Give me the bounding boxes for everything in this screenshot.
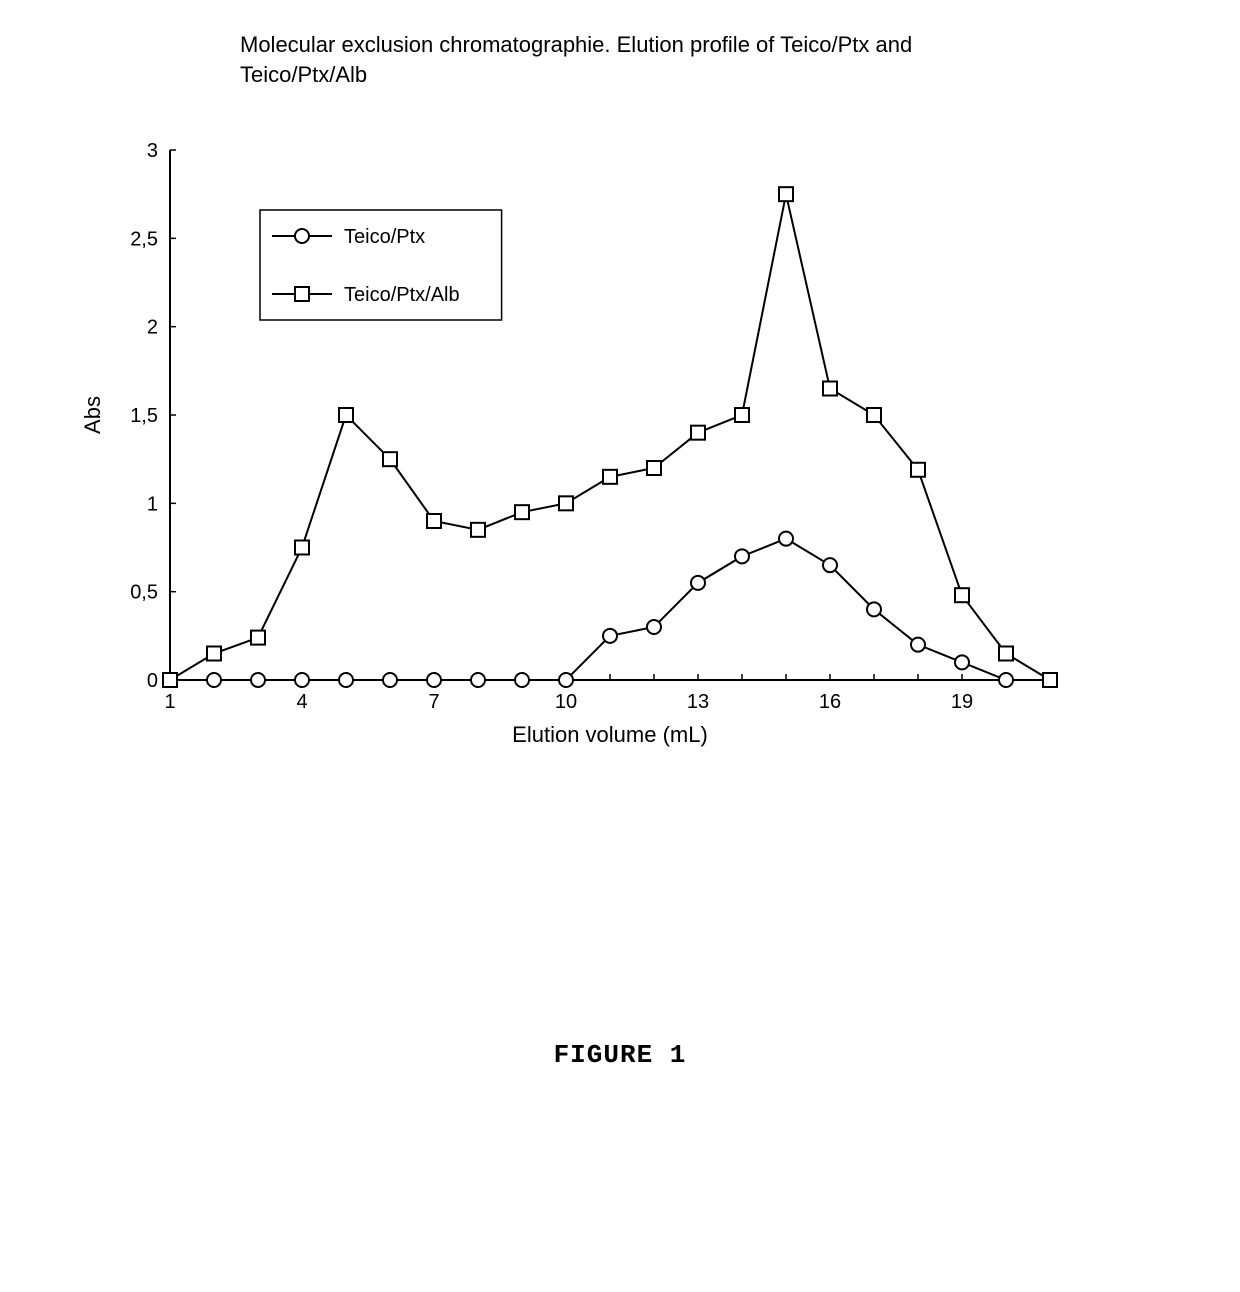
figure-label: FIGURE 1: [0, 1040, 1240, 1070]
chart-area: 0 0,5 1 1,5 2 2,5 3 1 4 7 10 13 16 19 Elution volume (…: [60, 130, 1110, 770]
svg-text:2,5: 2,5: [130, 228, 158, 250]
svg-text:0: 0: [147, 670, 158, 692]
svg-text:2: 2: [147, 317, 158, 339]
svg-text:1: 1: [164, 691, 175, 713]
svg-text:16: 16: [819, 691, 841, 713]
line-chart-svg: 0 0,5 1 1,5 2 2,5 3 1 4 7 10 13 16 19 Elution volume (…: [60, 130, 1110, 770]
svg-text:Abs: Abs: [80, 396, 105, 434]
svg-text:13: 13: [687, 691, 709, 713]
svg-text:19: 19: [951, 691, 973, 713]
svg-text:1: 1: [147, 493, 158, 515]
svg-text:7: 7: [428, 691, 439, 713]
svg-text:10: 10: [555, 691, 577, 713]
svg-text:1,5: 1,5: [130, 405, 158, 427]
chart-title: Molecular exclusion chromatographie. Elu…: [240, 30, 940, 89]
svg-text:0,5: 0,5: [130, 582, 158, 604]
svg-text:3: 3: [147, 140, 158, 162]
svg-text:Elution volume (mL): Elution volume (mL): [512, 722, 708, 747]
svg-text:Teico/Ptx: Teico/Ptx: [344, 226, 425, 248]
svg-text:4: 4: [296, 691, 307, 713]
svg-text:Teico/Ptx/Alb: Teico/Ptx/Alb: [344, 284, 460, 306]
